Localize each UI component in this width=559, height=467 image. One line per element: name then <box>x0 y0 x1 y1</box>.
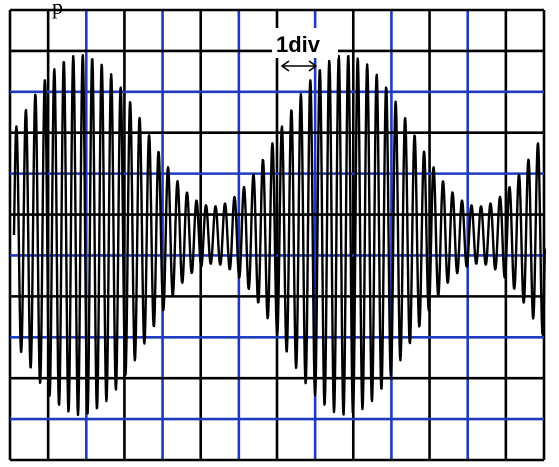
scale-label-background <box>272 28 338 58</box>
double-headed-arrow-icon <box>280 60 318 72</box>
scale-label: 1div <box>276 32 321 57</box>
waveform-trace <box>12 54 546 417</box>
scale-annotation: 1div <box>272 28 338 72</box>
am-waveform-path <box>12 54 546 417</box>
